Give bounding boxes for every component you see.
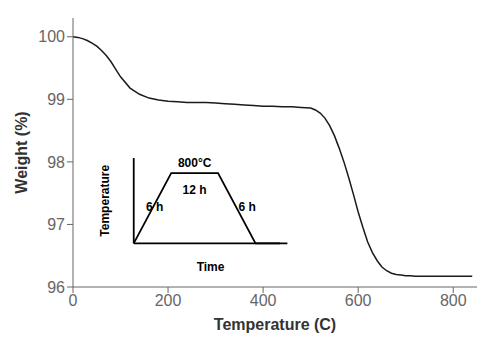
- svg-text:97: 97: [47, 216, 65, 233]
- svg-text:800: 800: [440, 292, 467, 309]
- svg-text:600: 600: [345, 292, 372, 309]
- svg-text:100: 100: [38, 28, 65, 45]
- svg-text:Temperature (C): Temperature (C): [214, 316, 336, 333]
- svg-text:400: 400: [250, 292, 277, 309]
- svg-text:Temperature: Temperature: [98, 165, 112, 237]
- svg-text:Time: Time: [197, 260, 225, 274]
- svg-text:98: 98: [47, 154, 65, 171]
- svg-text:800°C: 800°C: [178, 156, 212, 170]
- svg-text:6 h: 6 h: [146, 201, 163, 215]
- svg-text:Weight (%): Weight (%): [13, 111, 30, 193]
- svg-text:0: 0: [69, 292, 78, 309]
- svg-text:6 h: 6 h: [239, 201, 256, 215]
- svg-text:96: 96: [47, 279, 65, 296]
- svg-text:200: 200: [155, 292, 182, 309]
- svg-text:12 h: 12 h: [183, 183, 207, 197]
- svg-text:99: 99: [47, 91, 65, 108]
